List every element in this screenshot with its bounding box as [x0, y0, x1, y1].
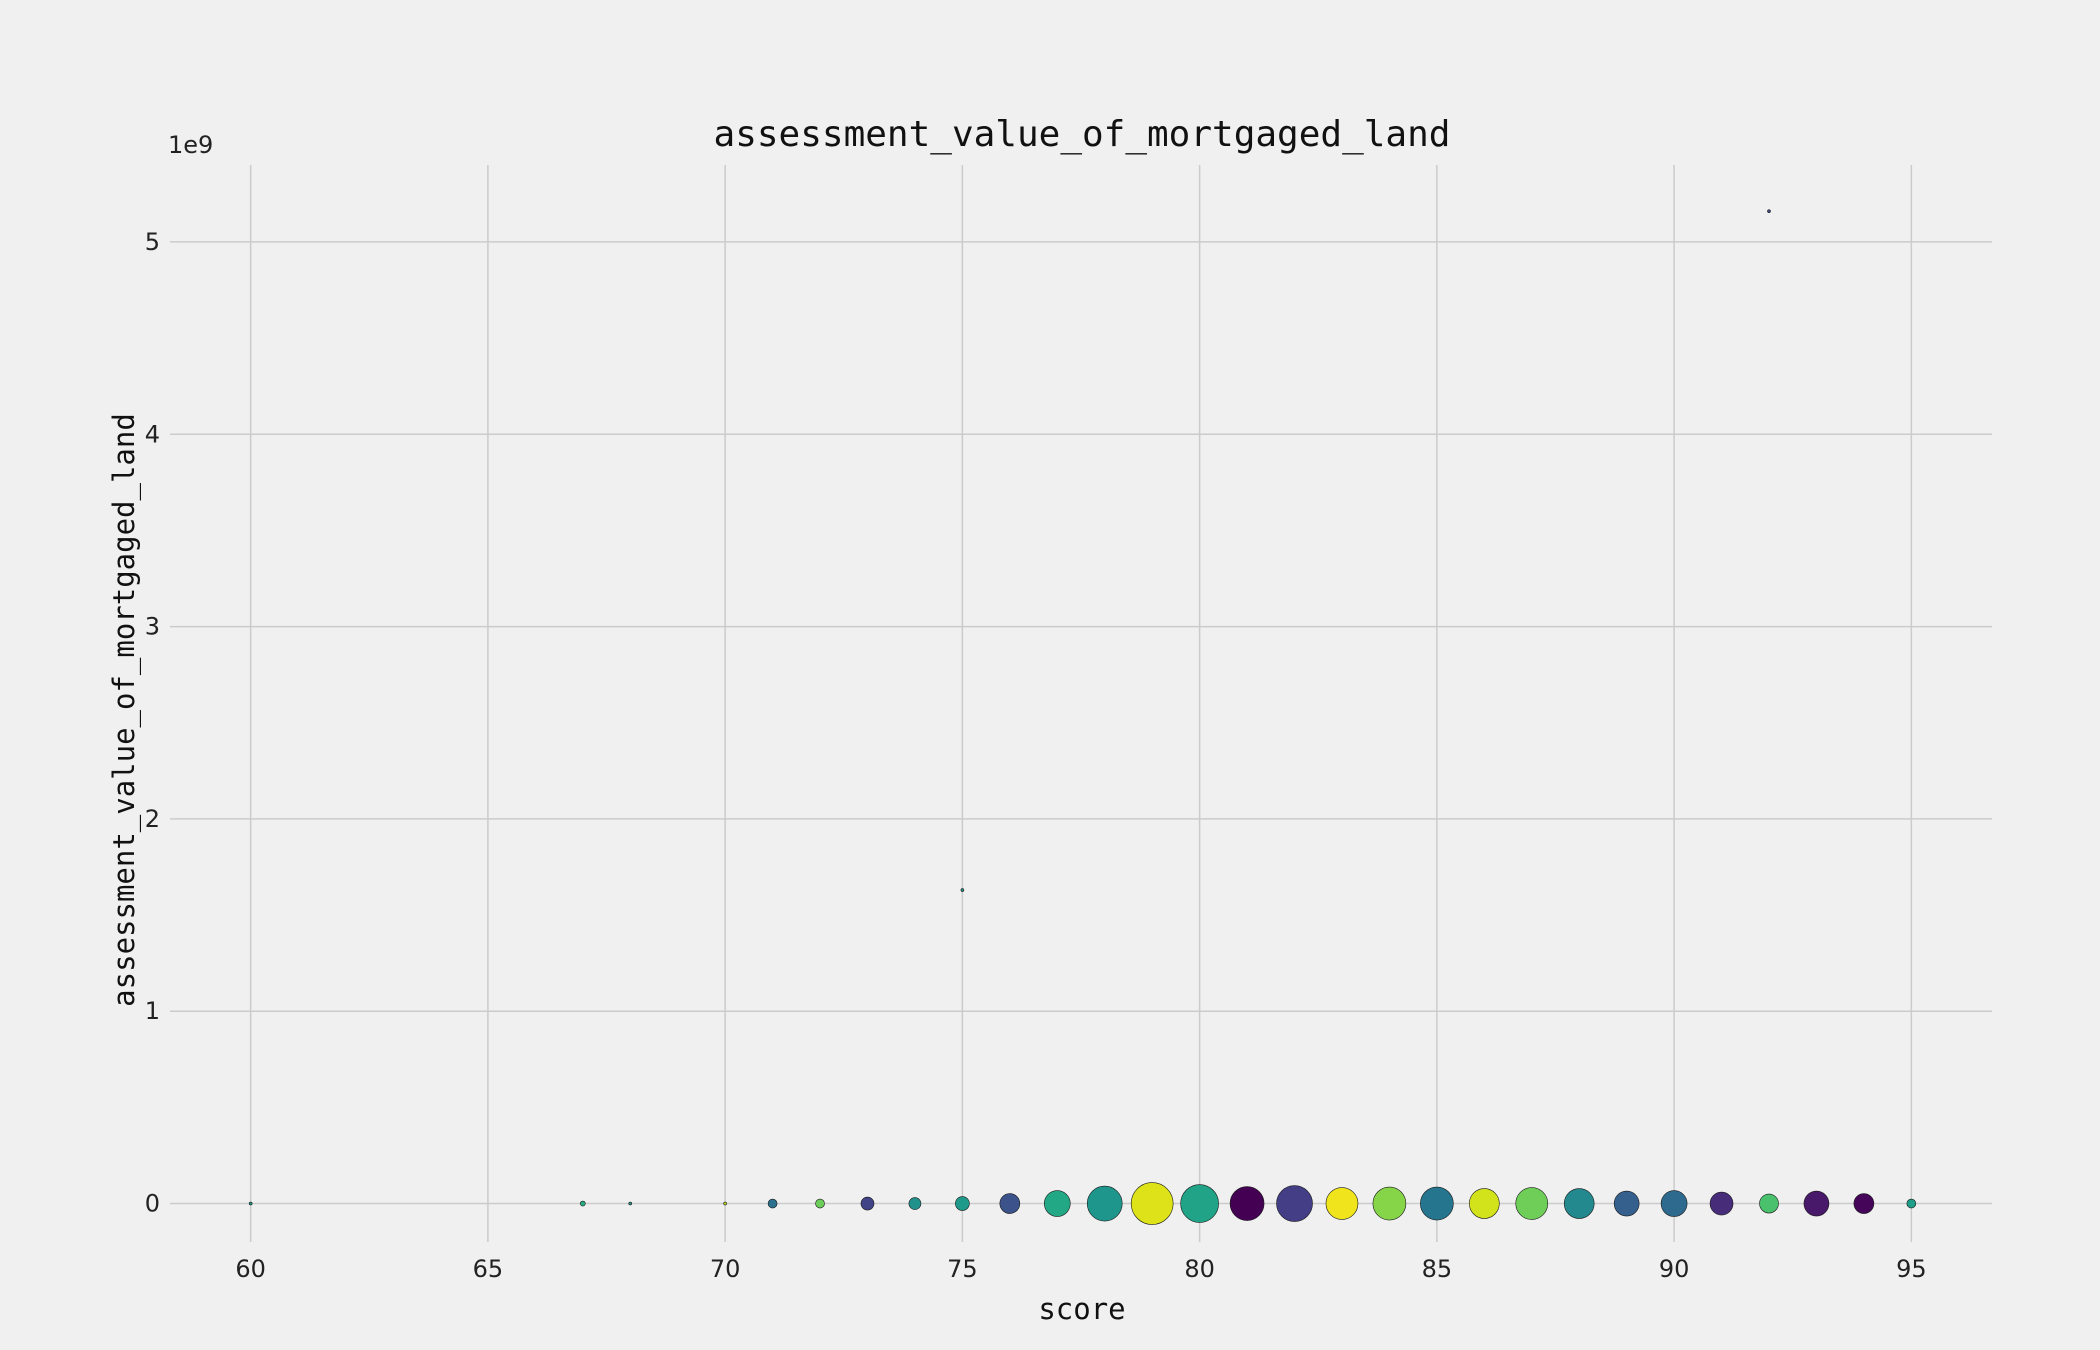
- y-tick-label: 2: [145, 805, 160, 833]
- chart-title: assessment_value_of_mortgaged_land: [714, 114, 1451, 155]
- data-point: [248, 1201, 253, 1206]
- data-point: [1767, 209, 1771, 213]
- data-point: [1660, 1190, 1688, 1217]
- data-point: [1086, 1185, 1123, 1222]
- y-tick-label: 0: [145, 1190, 160, 1218]
- data-point: [1563, 1188, 1595, 1219]
- y-tick-label: 1: [145, 997, 160, 1025]
- y-tick-label: 5: [145, 228, 160, 256]
- data-point: [1325, 1187, 1359, 1220]
- y-tick-labels: 0 1 2 3 4 5: [145, 228, 160, 1218]
- data-point: [1709, 1191, 1734, 1216]
- data-point: [1469, 1188, 1500, 1219]
- data-point: [1613, 1190, 1640, 1217]
- x-gridlines: [249, 165, 1913, 1242]
- x-axis-label: score: [1038, 1292, 1125, 1326]
- y-tick-label: 4: [145, 420, 160, 448]
- data-point: [1130, 1182, 1174, 1225]
- data-point: [908, 1197, 922, 1210]
- data-point: [1803, 1190, 1830, 1217]
- data-point: [767, 1198, 778, 1209]
- data-point: [1180, 1184, 1219, 1223]
- y-axis-offset-label: 1e9: [168, 131, 213, 159]
- data-point: [815, 1198, 825, 1209]
- data-point: [1906, 1198, 1917, 1209]
- x-tick-label: 80: [1184, 1255, 1215, 1283]
- y-tick-label: 3: [145, 613, 160, 641]
- y-gridlines: [170, 241, 1992, 1205]
- x-tick-label: 90: [1659, 1255, 1690, 1283]
- data-point: [579, 1200, 586, 1207]
- data-point: [999, 1193, 1021, 1214]
- x-tick-label: 95: [1896, 1255, 1927, 1283]
- data-point: [1229, 1186, 1265, 1221]
- x-tick-label: 75: [947, 1255, 978, 1283]
- data-point: [1420, 1186, 1454, 1221]
- x-tick-label: 60: [235, 1255, 266, 1283]
- x-tick-labels: 60 65 70 75 80 85 90 95: [235, 1255, 1926, 1283]
- data-points: [248, 209, 1917, 1225]
- data-point: [1043, 1190, 1071, 1217]
- data-point: [1276, 1185, 1313, 1222]
- data-point: [955, 1196, 970, 1211]
- data-point: [628, 1201, 633, 1206]
- x-tick-label: 65: [473, 1255, 504, 1283]
- data-point: [723, 1201, 727, 1206]
- data-point: [960, 888, 965, 892]
- data-point: [860, 1196, 875, 1211]
- x-tick-label: 70: [710, 1255, 741, 1283]
- data-point: [1759, 1193, 1779, 1214]
- x-tick-label: 85: [1422, 1255, 1453, 1283]
- data-point: [1372, 1186, 1407, 1221]
- data-point: [1853, 1193, 1875, 1214]
- y-axis-label: assessment_value_of_mortgaged_land: [107, 413, 142, 1007]
- data-point: [1515, 1187, 1549, 1220]
